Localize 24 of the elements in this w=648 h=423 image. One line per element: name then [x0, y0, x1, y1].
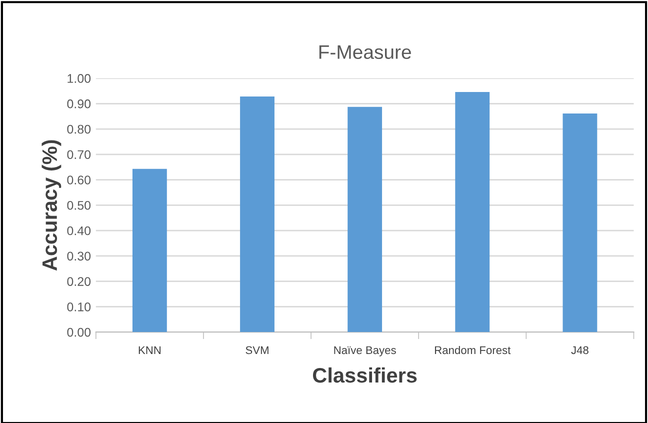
y-tick-label: 0.30	[67, 252, 91, 261]
y-tick-label: 0.60	[67, 176, 91, 184]
bar	[562, 114, 598, 332]
y-tick-label: 0.10	[67, 302, 91, 312]
y-tick-label: 0.00	[67, 328, 91, 337]
y-axis-title: Accuracy (%)	[42, 140, 62, 271]
y-tick-label: 0.70	[67, 150, 91, 160]
bar	[348, 106, 382, 332]
chart-title: F-Measure	[319, 45, 411, 59]
y-tick-label: 0.50	[67, 200, 91, 210]
y-tick-label: 0.40	[67, 226, 91, 236]
x-tick-label: SVM	[246, 346, 268, 354]
x-tick-label: Naïve Bayes	[334, 346, 396, 356]
x-tick-label: Random Forest	[435, 346, 511, 354]
bar	[240, 96, 274, 332]
y-tick-label: 1.00	[68, 74, 91, 83]
bar	[455, 92, 490, 332]
y-tick-label: 0.20	[67, 277, 91, 286]
x-tick-label: J48	[571, 346, 588, 354]
y-tick-label: 0.90	[67, 99, 91, 108]
x-tick-label: KNN	[138, 346, 161, 354]
x-axis-title: Classifiers	[312, 367, 417, 383]
y-tick-label: 0.80	[67, 124, 91, 134]
bar	[132, 168, 167, 332]
